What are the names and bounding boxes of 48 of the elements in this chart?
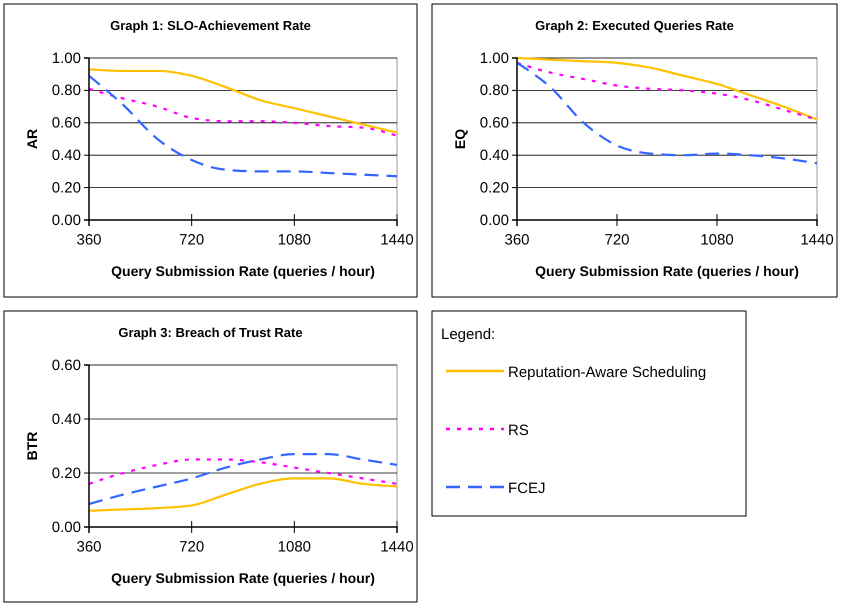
line-series	[88, 88, 398, 137]
x-axis-title: Query Submission Rate (queries / hour)	[535, 263, 799, 279]
y-tick-label: 0.80	[52, 82, 81, 100]
line-series	[88, 74, 398, 178]
y-tick-label: 0.40	[480, 147, 509, 164]
x-tick-label: 1080	[700, 232, 734, 249]
legend-label: Reputation-Aware Scheduling	[508, 364, 706, 381]
y-axis-title: AR	[24, 128, 40, 150]
y-tick-label: 0.40	[52, 147, 81, 164]
x-tick-label: 360	[504, 232, 530, 249]
legend-label: RS	[508, 422, 529, 439]
legend-label: FCEJ	[508, 480, 546, 497]
y-tick-label: 0.20	[52, 464, 81, 482]
legend-title: Legend:	[441, 326, 496, 343]
y-tick-label: 0.60	[52, 114, 81, 132]
x-tick-label: 720	[179, 538, 204, 556]
y-tick-label: 0.00	[480, 212, 509, 229]
x-tick-label: 1440	[380, 232, 414, 249]
line-series	[88, 68, 398, 134]
y-tick-label: 0.60	[52, 356, 81, 374]
y-tick-label: 0.20	[52, 179, 81, 196]
y-tick-label: 0.20	[480, 179, 509, 196]
x-tick-label: 1080	[278, 538, 312, 556]
line-series	[88, 477, 398, 512]
y-tick-label: 0.00	[52, 212, 81, 229]
x-tick-label: 360	[76, 232, 102, 249]
x-tick-label: 720	[179, 232, 204, 249]
line-series	[88, 453, 398, 506]
line-series	[88, 458, 398, 485]
x-axis-title: Query Submission Rate (queries / hour)	[111, 570, 375, 586]
y-tick-label: 1.00	[52, 50, 81, 67]
y-tick-label: 0.40	[52, 410, 81, 428]
x-tick-label: 360	[76, 538, 102, 556]
chart-title: Graph 1: SLO-Achievement Rate	[110, 18, 311, 33]
y-tick-label: 0.60	[480, 114, 509, 132]
x-tick-label: 720	[604, 232, 630, 249]
y-tick-label: 1.00	[480, 50, 509, 67]
x-tick-label: 1440	[380, 538, 414, 556]
chart-title: Graph 2: Executed Queries Rate	[535, 18, 734, 33]
y-axis-title: BTR	[24, 432, 40, 460]
y-axis-title: EQ	[452, 128, 468, 150]
x-tick-label: 1440	[800, 232, 834, 249]
x-axis-title: Query Submission Rate (queries / hour)	[111, 263, 375, 279]
y-tick-label: 0.00	[52, 518, 81, 536]
x-tick-label: 1080	[278, 232, 312, 249]
y-tick-label: 0.80	[480, 82, 509, 100]
line-series	[516, 62, 818, 164]
chart-title: Graph 3: Breach of Trust Rate	[118, 325, 303, 340]
